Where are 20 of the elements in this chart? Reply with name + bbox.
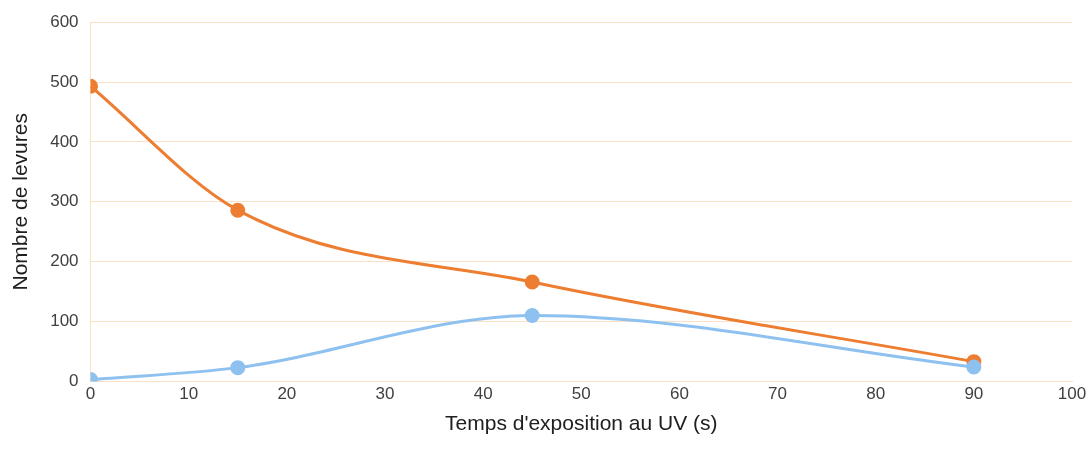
x-tick-label: 60 [669, 384, 689, 404]
x-tick-label: 40 [473, 384, 493, 404]
x-tick-label: 90 [964, 384, 984, 404]
x-axis-title: Temps d'exposition au UV (s) [445, 411, 718, 435]
x-tick-label: 100 [1057, 384, 1087, 404]
x-tick-label: 0 [85, 384, 96, 404]
y-tick-label: 600 [50, 11, 79, 31]
x-tick-label: 30 [375, 384, 395, 404]
y-tick-label: 100 [50, 311, 79, 331]
x-tick-label: 10 [179, 384, 199, 404]
y-axis-title: Nombre de levures [8, 113, 32, 291]
x-tick-label: 50 [571, 384, 591, 404]
y-tick-label: 500 [50, 71, 79, 91]
y-tick-label: 0 [69, 371, 79, 391]
y-tick-label: 300 [50, 191, 79, 211]
x-tick-label: 70 [768, 384, 788, 404]
y-tick-label: 400 [50, 131, 79, 151]
x-tick-label: 80 [866, 384, 886, 404]
x-tick-label: 20 [277, 384, 297, 404]
y-tick-label: 200 [50, 251, 79, 271]
